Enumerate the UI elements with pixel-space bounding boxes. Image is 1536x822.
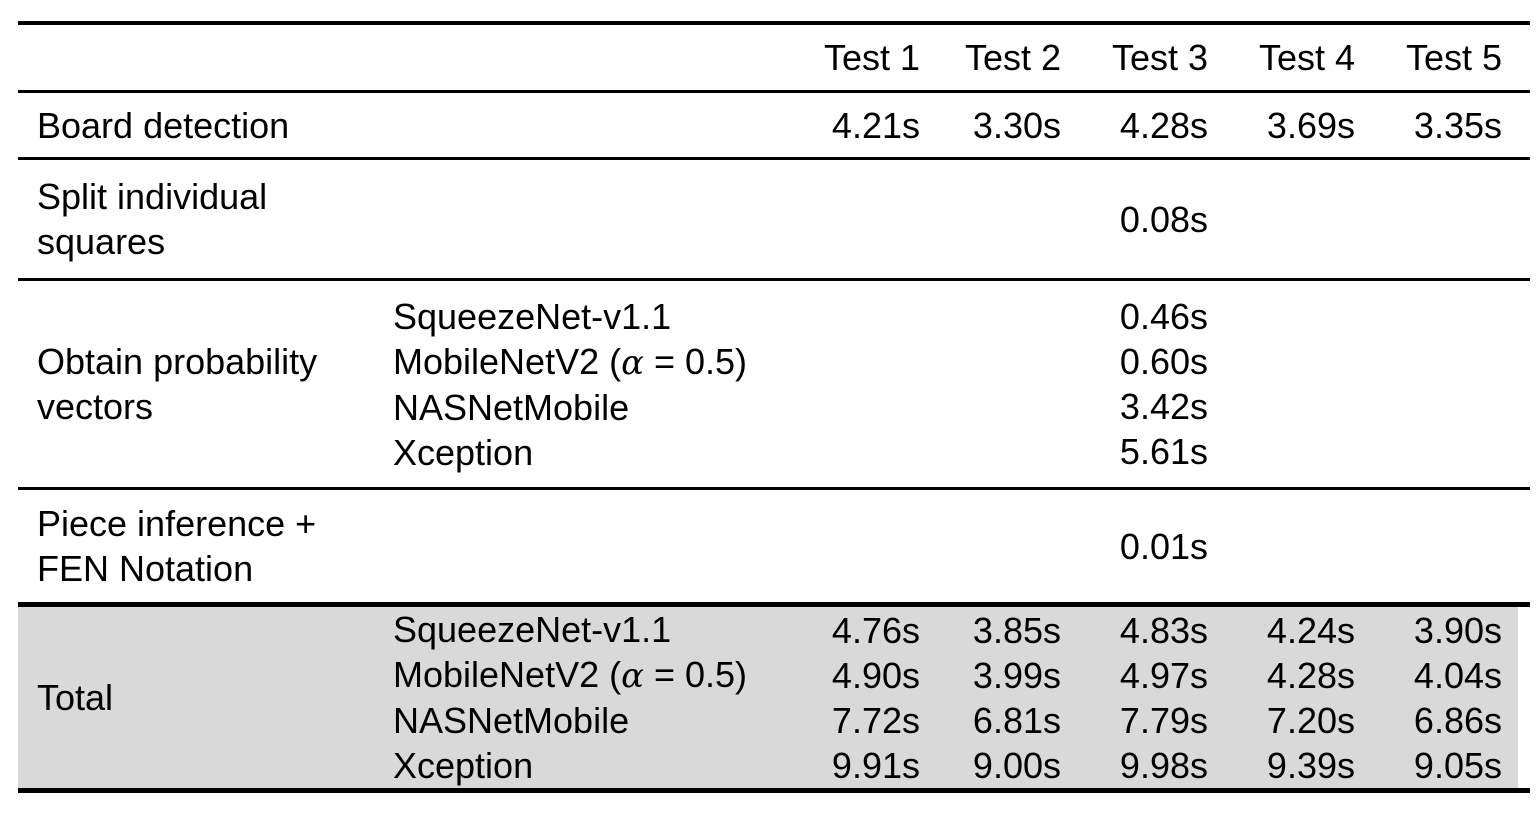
stage-label: Total: [18, 607, 393, 788]
rule-3: [18, 487, 1530, 490]
time-value: 4.24s: [1266, 609, 1355, 651]
time-value: 6.86s: [1413, 699, 1502, 741]
time-value: 7.72s: [831, 699, 920, 741]
time-value: 5.61s: [1119, 431, 1208, 472]
model-list: SqueezeNet-v1.1 MobileNetV2 (α = 0.5) NA…: [393, 281, 801, 487]
time-value: 3.69s: [1266, 104, 1355, 146]
stage-label-line: FEN Notation: [37, 548, 254, 589]
time-value: 9.98s: [1119, 744, 1208, 786]
time-value: 3.42s: [1119, 386, 1208, 427]
stage-label: Obtain probability vectors: [18, 281, 393, 487]
header-test-4: Test 4: [1258, 37, 1355, 78]
time-value-list: 3.85s 3.99s 6.81s 9.00s: [948, 607, 1089, 788]
model-label: SqueezeNet-v1.1: [393, 609, 672, 650]
time-value: 0.46s: [1119, 296, 1208, 337]
time-value-empty: [948, 160, 1089, 278]
time-value: 4.97s: [1119, 654, 1208, 696]
stage-label-line: vectors: [37, 386, 154, 427]
stage-label-line: Board detection: [37, 104, 290, 146]
time-value: 9.05s: [1413, 744, 1502, 786]
time-value: 9.91s: [831, 744, 920, 786]
row-probability-vectors: Obtain probability vectors SqueezeNet-v1…: [18, 281, 1530, 487]
time-value-empty: [801, 490, 948, 602]
stage-label: Board detection: [18, 93, 393, 157]
stage-label-line: Obtain probability: [37, 341, 318, 382]
header-test-1: Test 1: [823, 37, 920, 78]
bottom-rule: [18, 788, 1530, 793]
model-cell-empty: [393, 93, 801, 157]
time-value: 6.81s: [972, 699, 1061, 741]
time-value: 3.99s: [972, 654, 1061, 696]
stage-label: Piece inference + FEN Notation: [18, 490, 393, 602]
time-value: 0.08s: [1119, 198, 1208, 240]
time-value-list: 4.76s 4.90s 7.72s 9.91s: [801, 607, 948, 788]
row-split-squares: Split individual squares 0.08s: [18, 160, 1530, 278]
model-label: Xception: [393, 431, 534, 473]
rule-below-header: [18, 90, 1530, 93]
time-value: 4.76s: [831, 609, 920, 651]
header-empty-model: [393, 25, 801, 90]
time-value: 4.28s: [1266, 654, 1355, 696]
rule-above-total: [18, 602, 1530, 607]
time-value-empty: [948, 490, 1089, 602]
model-label: MobileNetV2 (α = 0.5): [393, 340, 748, 382]
timing-table: Test 1 Test 2 Test 3 Test 4 Test 5 Board…: [18, 21, 1530, 793]
time-value: 4.21s: [831, 104, 920, 146]
model-label: Xception: [393, 745, 534, 786]
time-value-empty: [801, 281, 948, 487]
top-rule: [18, 21, 1530, 25]
stage-label: Split individual squares: [18, 160, 393, 278]
header-row: Test 1 Test 2 Test 3 Test 4 Test 5: [18, 25, 1530, 90]
model-label: MobileNetV2 (α = 0.5): [393, 654, 748, 695]
time-value-empty: [1236, 160, 1383, 278]
model-label: NASNetMobile: [393, 700, 630, 741]
time-value: 4.90s: [831, 654, 920, 696]
model-cell-empty: [393, 490, 801, 602]
time-value-empty: [1236, 281, 1383, 487]
model-label: SqueezeNet-v1.1: [393, 295, 672, 337]
time-value-list: 4.83s 4.97s 7.79s 9.98s: [1089, 607, 1236, 788]
row-board-detection: Board detection 4.21s 3.30s 4.28s 3.69s …: [18, 93, 1530, 157]
time-value-list: 0.46s 0.60s 3.42s 5.61s: [1089, 281, 1236, 487]
stage-label-line: Split individual: [37, 176, 268, 217]
time-value-list: 3.90s 4.04s 6.86s 9.05s: [1383, 607, 1530, 788]
time-value-empty: [1383, 490, 1530, 602]
time-value: 4.28s: [1119, 104, 1208, 146]
time-value: 3.30s: [972, 104, 1061, 146]
time-value: 7.20s: [1266, 699, 1355, 741]
row-total: Total SqueezeNet-v1.1 MobileNetV2 (α = 0…: [18, 607, 1530, 788]
rule-1: [18, 157, 1530, 160]
time-value-list: 4.24s 4.28s 7.20s 9.39s: [1236, 607, 1383, 788]
model-list: SqueezeNet-v1.1 MobileNetV2 (α = 0.5) NA…: [393, 607, 801, 788]
model-label: NASNetMobile: [393, 386, 630, 428]
time-value: 3.90s: [1413, 609, 1502, 651]
stage-label-line: Total: [37, 677, 114, 718]
stage-label-line: Piece inference +: [37, 503, 317, 544]
header-test-2: Test 2: [964, 37, 1061, 78]
time-value: 3.35s: [1413, 104, 1502, 146]
rule-2: [18, 278, 1530, 281]
stage-label-line: squares: [37, 221, 166, 262]
time-value-empty: [1383, 160, 1530, 278]
time-value: 0.60s: [1119, 341, 1208, 382]
time-value: 3.85s: [972, 609, 1061, 651]
time-value: 4.04s: [1413, 654, 1502, 696]
time-value: 4.83s: [1119, 609, 1208, 651]
time-value-empty: [1383, 281, 1530, 487]
time-value: 7.79s: [1119, 699, 1208, 741]
header-empty-stage: [18, 25, 393, 90]
time-value: 9.39s: [1266, 744, 1355, 786]
time-value: 9.00s: [972, 744, 1061, 786]
time-value-empty: [948, 281, 1089, 487]
header-test-5: Test 5: [1405, 37, 1502, 78]
row-piece-inference: Piece inference + FEN Notation 0.01s: [18, 490, 1530, 602]
time-value: 0.01s: [1119, 525, 1208, 567]
model-cell-empty: [393, 160, 801, 278]
header-test-3: Test 3: [1111, 37, 1208, 78]
time-value-empty: [1236, 490, 1383, 602]
time-value-empty: [801, 160, 948, 278]
